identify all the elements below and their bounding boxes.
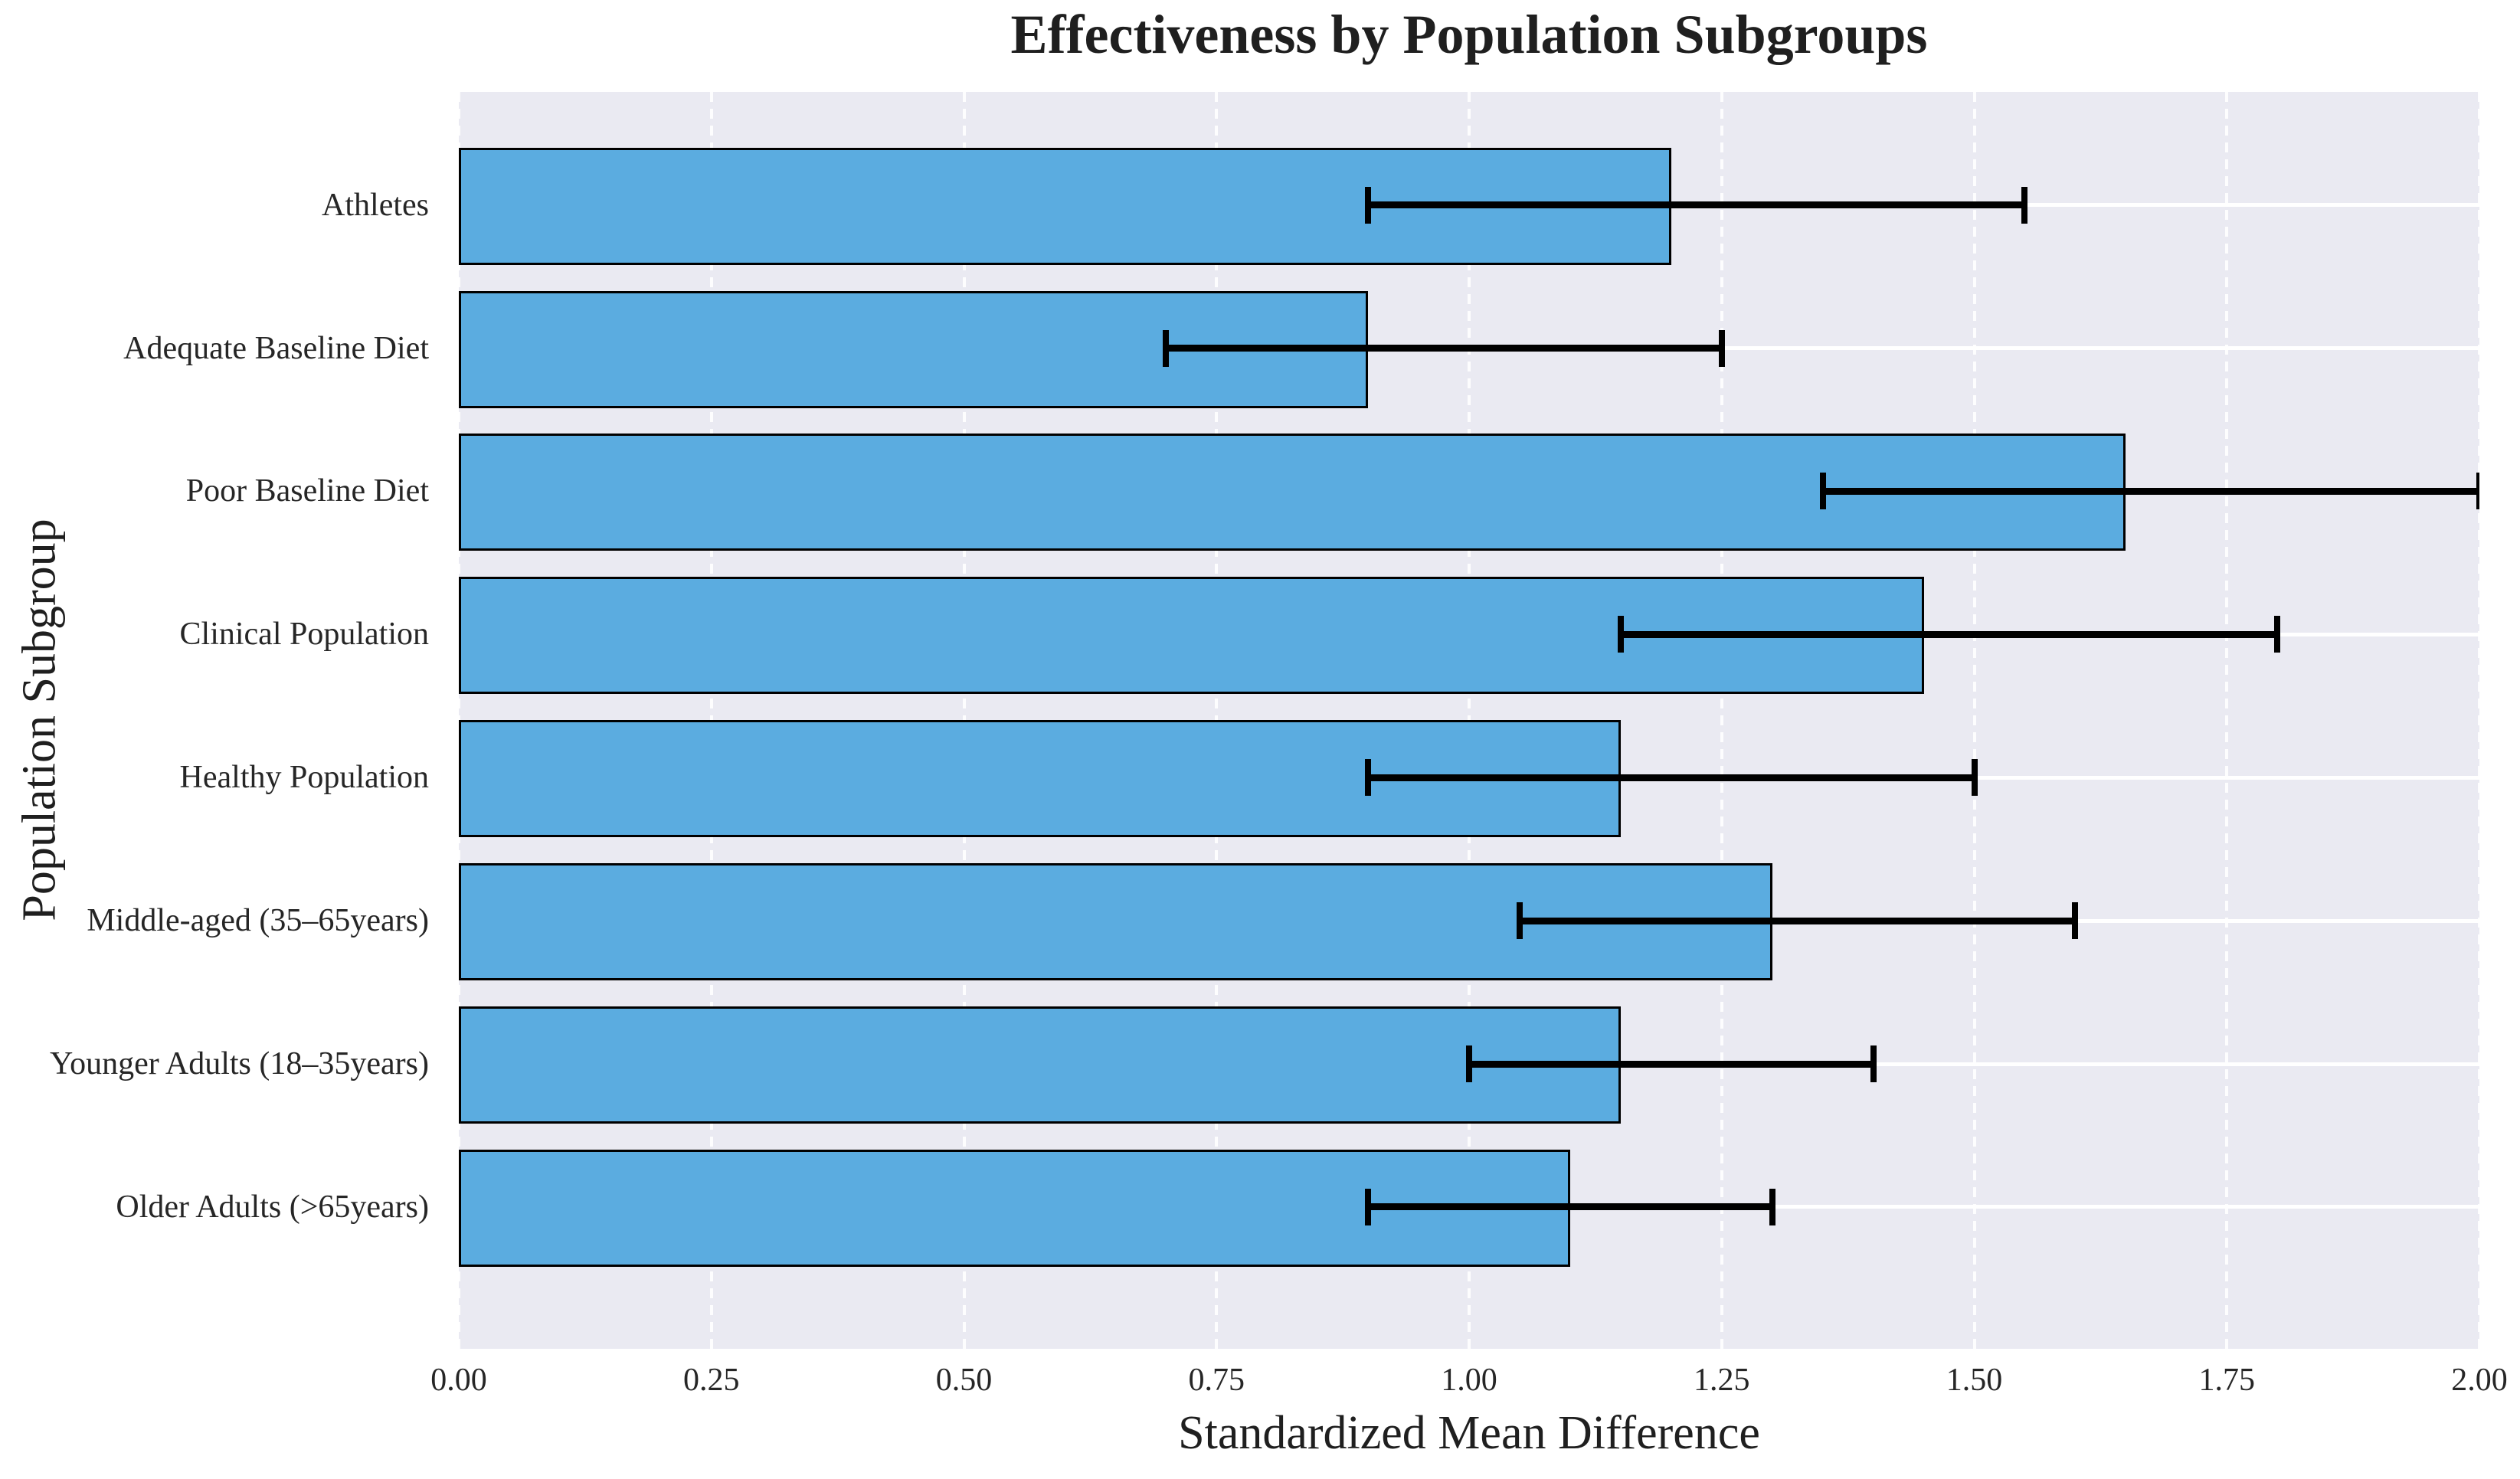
y-tick-label: Healthy Population [179, 760, 429, 796]
x-tick-label: 0.00 [430, 1363, 487, 1398]
error-bar-cap [2476, 473, 2479, 510]
error-bar-cap [1617, 616, 1624, 653]
y-tick-label: Clinical Population [179, 617, 429, 653]
y-axis-label: Population Subgroup [13, 519, 66, 921]
y-tick-label: Poor Baseline Diet [185, 473, 429, 509]
chart-title: Effectiveness by Population Subgroups [1010, 4, 1928, 65]
error-bar-cap [1819, 473, 1826, 510]
error-bar-line [1469, 1060, 1874, 1068]
x-tick-label: 2.00 [2451, 1363, 2508, 1398]
error-bar-line [1620, 630, 2278, 638]
x-tick-label: 1.00 [1441, 1363, 1497, 1398]
x-axis-label: Standardized Mean Difference [1178, 1407, 1760, 1459]
error-bar-line [1368, 201, 2025, 209]
error-bar-cap [1870, 1045, 1877, 1083]
grid-line-vertical [2478, 92, 2479, 1349]
error-bar-cap [1718, 329, 1725, 367]
error-bar-cap [1163, 329, 1170, 367]
error-bar-line [1166, 345, 1722, 352]
error-bar-line [1368, 774, 1975, 781]
x-tick-label: 0.25 [683, 1363, 740, 1398]
grid-line-vertical [2225, 92, 2229, 1349]
x-tick-label: 0.75 [1188, 1363, 1245, 1398]
x-tick-label: 1.25 [1694, 1363, 1750, 1398]
error-bar-line [1519, 917, 2076, 924]
error-bar-cap [1971, 759, 1978, 797]
error-bar-cap [2072, 902, 2079, 940]
error-bar-cap [1365, 186, 1372, 224]
y-tick-label: Older Adults (>65years) [116, 1189, 429, 1225]
error-bar-cap [1365, 759, 1372, 797]
error-bar-cap [2021, 186, 2028, 224]
y-tick-label: Younger Adults (18–35years) [49, 1046, 429, 1082]
x-tick-label: 1.75 [2198, 1363, 2256, 1398]
error-bar-cap [2274, 616, 2281, 653]
grid-line-vertical [1720, 92, 1723, 1349]
error-bar-line [1822, 487, 2479, 495]
error-bar-cap [1365, 1188, 1372, 1225]
y-tick-label: Middle-aged (35–65years) [87, 903, 429, 939]
grid-line-vertical [1972, 92, 1976, 1349]
bar [459, 1006, 1621, 1124]
y-tick-label: Athletes [322, 187, 429, 223]
error-bar-cap [1466, 1045, 1472, 1083]
x-tick-label: 0.50 [935, 1363, 993, 1398]
y-tick-label: Adequate Baseline Diet [123, 330, 429, 366]
error-bar-cap [1516, 902, 1523, 940]
error-bar-cap [1769, 1188, 1775, 1225]
error-bar-line [1368, 1203, 1772, 1211]
plot-area [459, 92, 2479, 1349]
x-tick-label: 1.50 [1946, 1363, 2003, 1398]
